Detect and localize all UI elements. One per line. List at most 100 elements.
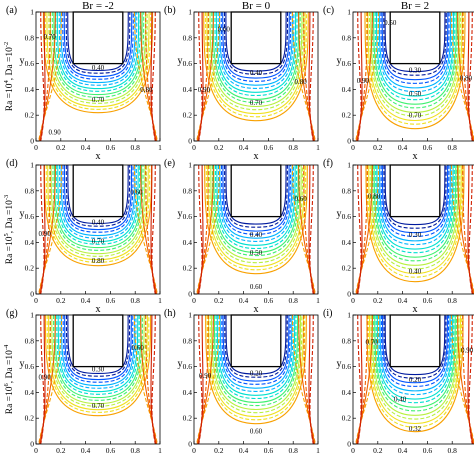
panel-frame bbox=[35, 164, 161, 295]
y-tick-label: 0.2 bbox=[342, 414, 352, 423]
x-tick-label: 0.6 bbox=[106, 143, 116, 152]
x-axis-label: x bbox=[413, 304, 418, 315]
x-axis-label: x bbox=[96, 151, 101, 162]
x-tick-label: 0 bbox=[34, 446, 38, 455]
isotherm-dashed bbox=[211, 165, 301, 257]
isotherm-solid bbox=[216, 165, 296, 246]
x-tick-label: 1 bbox=[316, 143, 320, 152]
y-tick-label: 0.6 bbox=[342, 362, 352, 371]
isotherm-dashed bbox=[198, 165, 314, 294]
y-tick-label: 0 bbox=[30, 137, 34, 146]
isotherm-dashed bbox=[355, 315, 474, 444]
row-label: Ra =104, Da =10-2 bbox=[3, 42, 15, 112]
panel-frame bbox=[35, 11, 161, 142]
isotherm-dashed bbox=[370, 315, 460, 420]
isotherm-dashed bbox=[38, 12, 158, 141]
y-tick-label: 0 bbox=[188, 290, 192, 299]
row-label-ra-exponent: 6 bbox=[3, 382, 10, 386]
panel-frame bbox=[352, 164, 474, 295]
contour-label: 0.90 bbox=[39, 230, 52, 238]
isotherm-dashed bbox=[366, 12, 464, 125]
panel: 0 0.2 0.4 0.6 0.8 1 0 0.2 0.4 0.6 0.8 1 x y (a) 0.70 0.4… bbox=[6, 5, 162, 162]
y-tick-label: 1 bbox=[347, 161, 351, 170]
y-tick-label: 0.2 bbox=[25, 111, 35, 120]
isotherm-solid bbox=[51, 315, 145, 405]
isotherm-dashed bbox=[56, 315, 140, 395]
x-tick-label: 0.2 bbox=[56, 446, 66, 455]
panel-frame bbox=[193, 314, 319, 445]
y-tick-label: 0.6 bbox=[25, 212, 35, 221]
row-label-ra: Ra =10 bbox=[5, 386, 15, 414]
panel-tag: (i) bbox=[323, 308, 332, 319]
y-axis-label: y bbox=[178, 56, 183, 67]
isotherm-solid bbox=[378, 12, 452, 89]
panel-frame bbox=[352, 314, 474, 445]
contour-label: 0.80 bbox=[92, 257, 105, 265]
x-tick-label: 0.4 bbox=[239, 143, 249, 152]
y-axis-label: y bbox=[20, 56, 25, 67]
row-label-da: , Da =10 bbox=[5, 350, 15, 383]
column-title: Br = 2 bbox=[401, 0, 429, 12]
contour-label: 0.50 bbox=[250, 249, 263, 257]
panel-tag: (d) bbox=[6, 158, 18, 169]
isotherm-dashed bbox=[371, 12, 459, 109]
isotherm-solid bbox=[63, 165, 133, 231]
contour-lines bbox=[196, 12, 316, 141]
y-tick-label: 0.6 bbox=[342, 59, 352, 68]
panel-frame bbox=[35, 314, 161, 445]
isotherm-solid bbox=[382, 315, 448, 384]
x-tick-label: 0 bbox=[192, 296, 196, 305]
isotherm-dashed bbox=[368, 12, 462, 117]
isotherm-dashed bbox=[355, 12, 474, 141]
x-tick-label: 0 bbox=[351, 296, 355, 305]
isotherm-solid bbox=[367, 12, 463, 122]
x-tick-label: 0 bbox=[34, 296, 38, 305]
x-axis-label: x bbox=[96, 304, 101, 315]
contour-label: 0.30 bbox=[92, 366, 105, 374]
isotherm-solid bbox=[60, 165, 136, 237]
x-tick-label: 0.8 bbox=[448, 143, 458, 152]
y-tick-label: 0.6 bbox=[25, 59, 35, 68]
isotherm-dashed bbox=[198, 315, 314, 444]
isotherm-dashed bbox=[40, 315, 156, 444]
x-tick-label: 0.4 bbox=[239, 296, 249, 305]
isotherm-solid bbox=[49, 12, 147, 102]
panel-frame bbox=[193, 164, 319, 295]
y-tick-label: 1 bbox=[188, 8, 192, 17]
contour-lines bbox=[355, 12, 474, 141]
y-tick-label: 0.2 bbox=[342, 111, 352, 120]
y-tick-label: 0.4 bbox=[183, 238, 193, 247]
y-tick-label: 0.8 bbox=[25, 33, 35, 42]
x-tick-label: 0.8 bbox=[448, 296, 458, 305]
y-tick-label: 0.8 bbox=[25, 336, 35, 345]
x-tick-label: 0 bbox=[351, 143, 355, 152]
contour-lines bbox=[196, 165, 316, 294]
isotherm-solid bbox=[219, 12, 293, 86]
contour-label: 0.30 bbox=[409, 67, 422, 75]
x-tick-label: 0.6 bbox=[106, 296, 116, 305]
isotherm-dashed bbox=[211, 12, 301, 104]
row-label-ra-exponent: 4 bbox=[3, 79, 10, 83]
contour-lines bbox=[38, 315, 158, 444]
isotherm-dashed bbox=[205, 165, 307, 271]
isotherm-dashed bbox=[65, 165, 131, 227]
isotherm-dashed bbox=[357, 165, 473, 294]
x-tick-label: 1 bbox=[316, 446, 320, 455]
x-tick-label: 0 bbox=[192, 143, 196, 152]
panel: 00.20.40.60.8100.20.40.60.81xy(g)0.600.3… bbox=[6, 308, 162, 455]
x-tick-label: 0.6 bbox=[264, 143, 274, 152]
isotherm-dashed bbox=[355, 165, 474, 294]
column-title: Br = 0 bbox=[242, 0, 271, 12]
isotherm-dashed bbox=[62, 12, 134, 80]
contour-label: 0.40 bbox=[250, 69, 263, 77]
heated-block bbox=[389, 164, 441, 218]
isotherm-solid bbox=[60, 315, 136, 387]
x-tick-label: 0.2 bbox=[214, 143, 224, 152]
contour-label: 0.70 bbox=[44, 33, 57, 41]
y-tick-label: 0 bbox=[30, 290, 34, 299]
isotherm-dashed bbox=[55, 12, 141, 92]
x-tick-label: 1 bbox=[316, 296, 320, 305]
heated-block bbox=[389, 11, 441, 65]
isotherm-solid bbox=[213, 165, 299, 253]
